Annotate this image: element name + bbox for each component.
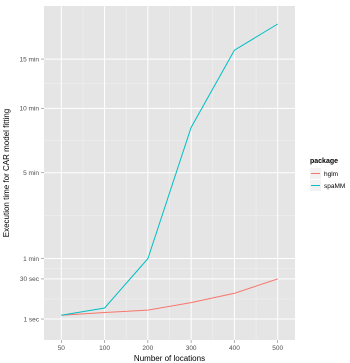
y-tick-label: 30 sec <box>20 276 40 283</box>
x-axis-title: Number of locations <box>134 354 205 363</box>
x-tick-label: 300 <box>186 345 197 352</box>
legend-label-hglm: hglm <box>324 171 338 178</box>
series-line-hglm <box>61 278 278 316</box>
x-tick-label: 50 <box>58 345 66 352</box>
x-axis: 50 100 200 300 400 500 <box>58 340 283 352</box>
y-tick-label: 1 min <box>23 256 39 263</box>
legend-label-spaMM: spaMM <box>324 183 345 190</box>
x-tick-label: 100 <box>99 345 110 352</box>
y-axis-title: Execution time for CAR model fitting <box>2 109 11 238</box>
y-tick-label: 5 min <box>23 170 39 177</box>
series-lines <box>61 23 278 316</box>
series-line-spaMM <box>61 23 278 316</box>
legend-title: package <box>310 158 338 165</box>
legend-items: hglm spaMM <box>310 168 345 191</box>
x-tick-label: 400 <box>229 345 240 352</box>
y-axis: 1 sec 30 sec 1 min 5 min 10 min 15 min <box>19 56 44 323</box>
y-tick-label: 15 min <box>19 56 39 63</box>
major-grid <box>44 6 295 340</box>
legend: package hglm spaMM <box>310 158 345 191</box>
x-tick-label: 500 <box>272 345 283 352</box>
y-tick-label: 10 min <box>19 106 39 113</box>
x-tick-label: 200 <box>142 345 153 352</box>
y-tick-label: 1 sec <box>23 316 39 323</box>
